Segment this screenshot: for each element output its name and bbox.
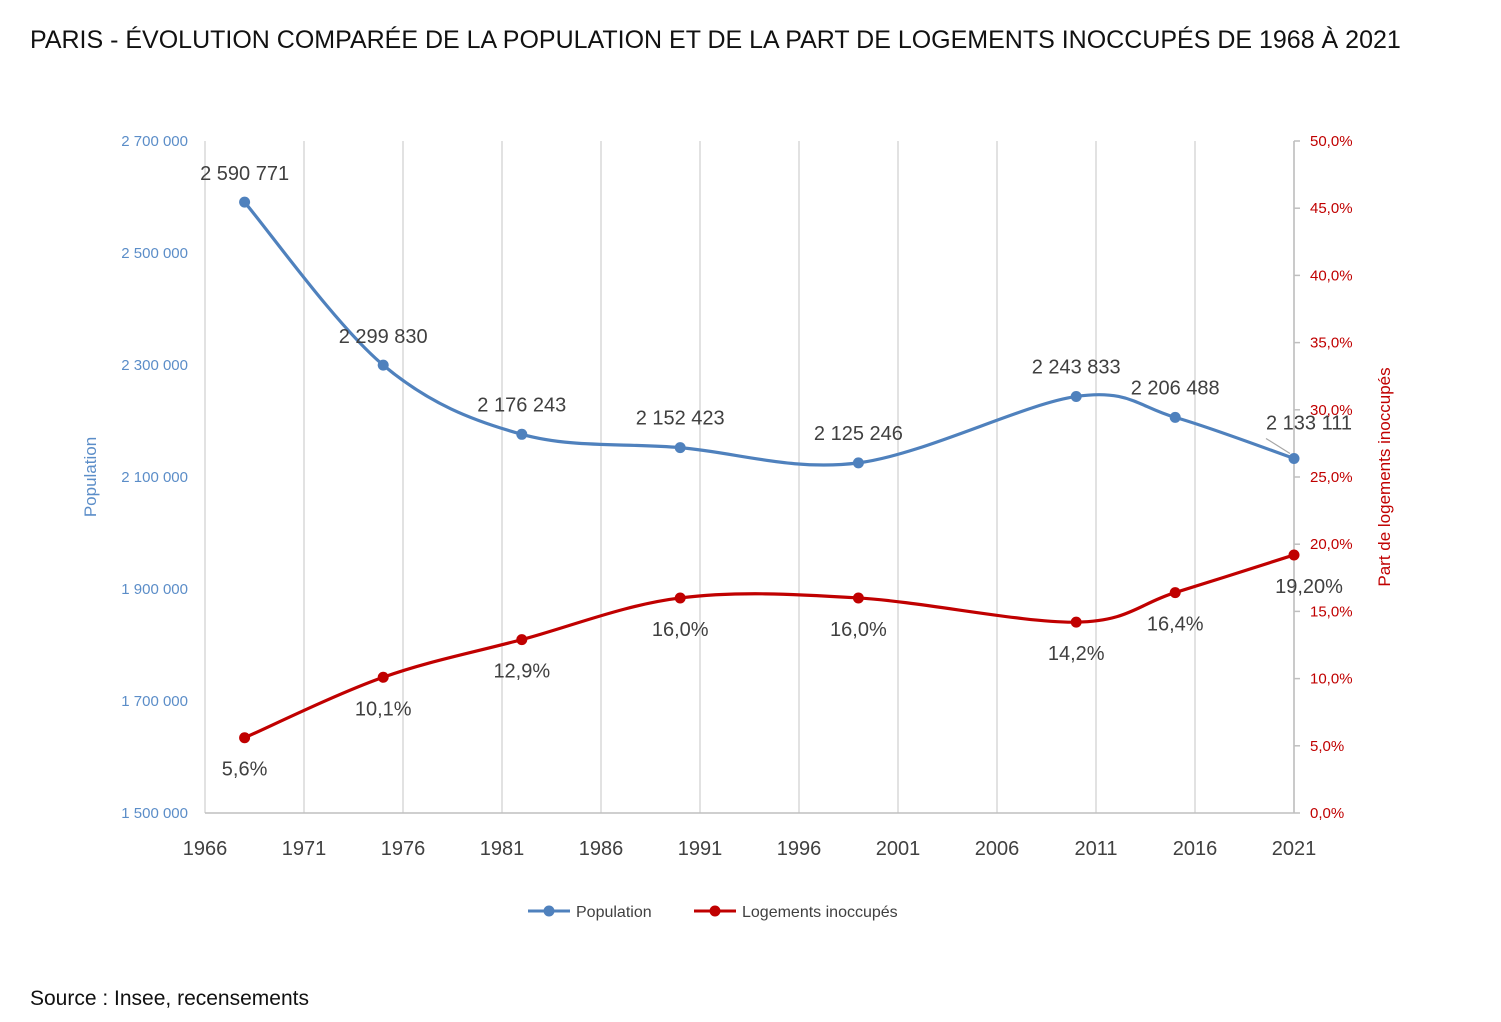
logements-line (243, 553, 1296, 740)
x-tick-label: 1996 (777, 838, 822, 860)
logements-data-label: 12,9% (493, 661, 550, 683)
logements-data-label: 14,2% (1048, 643, 1105, 665)
left-tick-label: 2 100 000 (121, 469, 188, 486)
x-tick-label: 1966 (183, 838, 228, 860)
left-axis-ticks: 1 500 000 1 700 000 1 900 000 2 100 000 2 30… (121, 133, 188, 822)
population-data-label: 2 125 246 (814, 423, 903, 445)
population-point (239, 196, 251, 208)
right-tick-label: 40,0% (1310, 267, 1353, 284)
left-tick-label: 1 900 000 (121, 581, 188, 598)
right-tick-label: 35,0% (1310, 335, 1353, 352)
logements-data-label: 16,0% (652, 619, 709, 641)
logements-point (516, 634, 528, 646)
x-tick-label: 2001 (876, 838, 921, 860)
left-tick-label: 2 500 000 (121, 245, 188, 262)
left-tick-label: 1 500 000 (121, 805, 188, 822)
left-tick-label: 2 700 000 (121, 133, 188, 150)
x-tick-label: 1976 (381, 838, 426, 860)
logements-point (1169, 587, 1181, 599)
page-title: PARIS - ÉVOLUTION COMPARÉE DE LA POPULAT… (30, 26, 1401, 54)
x-tick-label: 2011 (1074, 838, 1117, 860)
population-data-label: 2 133 111 (1266, 412, 1352, 434)
x-tick-label: 1986 (579, 838, 624, 860)
logements-point (674, 592, 686, 604)
logements-data-label: 16,4% (1147, 614, 1204, 636)
right-axis-ticks: 0,0% 5,0% 10,0% 15,0% 20,0% 25,0% 30,0% 35,0% 40… (1294, 133, 1353, 822)
population-data-label: 2 152 423 (636, 408, 725, 430)
x-tick-label: 2021 (1272, 838, 1317, 860)
population-data-label: 2 590 771 (200, 163, 289, 185)
population-point (377, 359, 389, 371)
right-tick-label: 25,0% (1310, 469, 1353, 486)
population-point (1070, 390, 1082, 402)
logements-data-label: 19,20% (1275, 576, 1343, 598)
right-tick-label: 5,0% (1310, 738, 1344, 755)
logements-data-label: 5,6% (222, 759, 268, 781)
right-tick-label: 50,0% (1310, 133, 1353, 150)
logements-data-label: 16,0% (830, 619, 887, 641)
right-tick-label: 15,0% (1310, 603, 1353, 620)
right-tick-label: 30,0% (1310, 402, 1353, 419)
population-point (1288, 452, 1300, 464)
right-tick-label: 20,0% (1310, 536, 1353, 553)
left-tick-label: 2 300 000 (121, 357, 188, 374)
right-tick-label: 0,0% (1310, 805, 1344, 822)
data-labels: 2 590 771 2 299 830 2 176 243 2 152 423 2 12… (200, 163, 1352, 781)
legend-marker (543, 905, 555, 917)
logements-point (1288, 549, 1300, 561)
series-logements (239, 549, 1300, 744)
legend-marker (709, 905, 721, 917)
population-point (852, 457, 864, 469)
right-axis-title: Part de logements inoccupés (1375, 367, 1394, 586)
source-note: Source : Insee, recensements (30, 987, 309, 1010)
population-point (1169, 411, 1181, 423)
left-axis-title: Population (81, 437, 100, 517)
x-tick-label: 1991 (678, 838, 723, 860)
population-data-label: 2 243 833 (1032, 356, 1121, 378)
legend-label: Population (576, 904, 652, 921)
x-tick-label: 2016 (1173, 838, 1218, 860)
population-data-label: 2 176 243 (477, 394, 566, 416)
population-leader-line (1265, 437, 1291, 454)
x-tick-label: 1971 (282, 838, 327, 860)
series-population (239, 196, 1300, 469)
population-data-label: 2 206 488 (1131, 377, 1220, 399)
right-tick-label: 45,0% (1310, 200, 1353, 217)
logements-point (852, 592, 864, 604)
x-tick-label: 1981 (480, 838, 525, 860)
x-tick-label: 2006 (975, 838, 1020, 860)
legend-label: Logements inoccupés (742, 904, 898, 921)
population-point (516, 428, 528, 440)
x-axis-ticks: 1966 1971 1976 1981 1986 1991 1996 2001 2006 2011… (183, 838, 1317, 860)
right-tick-label: 10,0% (1310, 671, 1353, 688)
population-data-label: 2 299 830 (339, 326, 428, 348)
logements-point (377, 671, 389, 683)
logements-data-label: 10,1% (355, 698, 412, 720)
population-point (674, 442, 686, 454)
grid-lines (204, 141, 1295, 813)
legend: Population Logements inoccupés (528, 904, 898, 921)
logements-point (239, 732, 251, 744)
left-tick-label: 1 700 000 (121, 693, 188, 710)
logements-point (1070, 616, 1082, 628)
